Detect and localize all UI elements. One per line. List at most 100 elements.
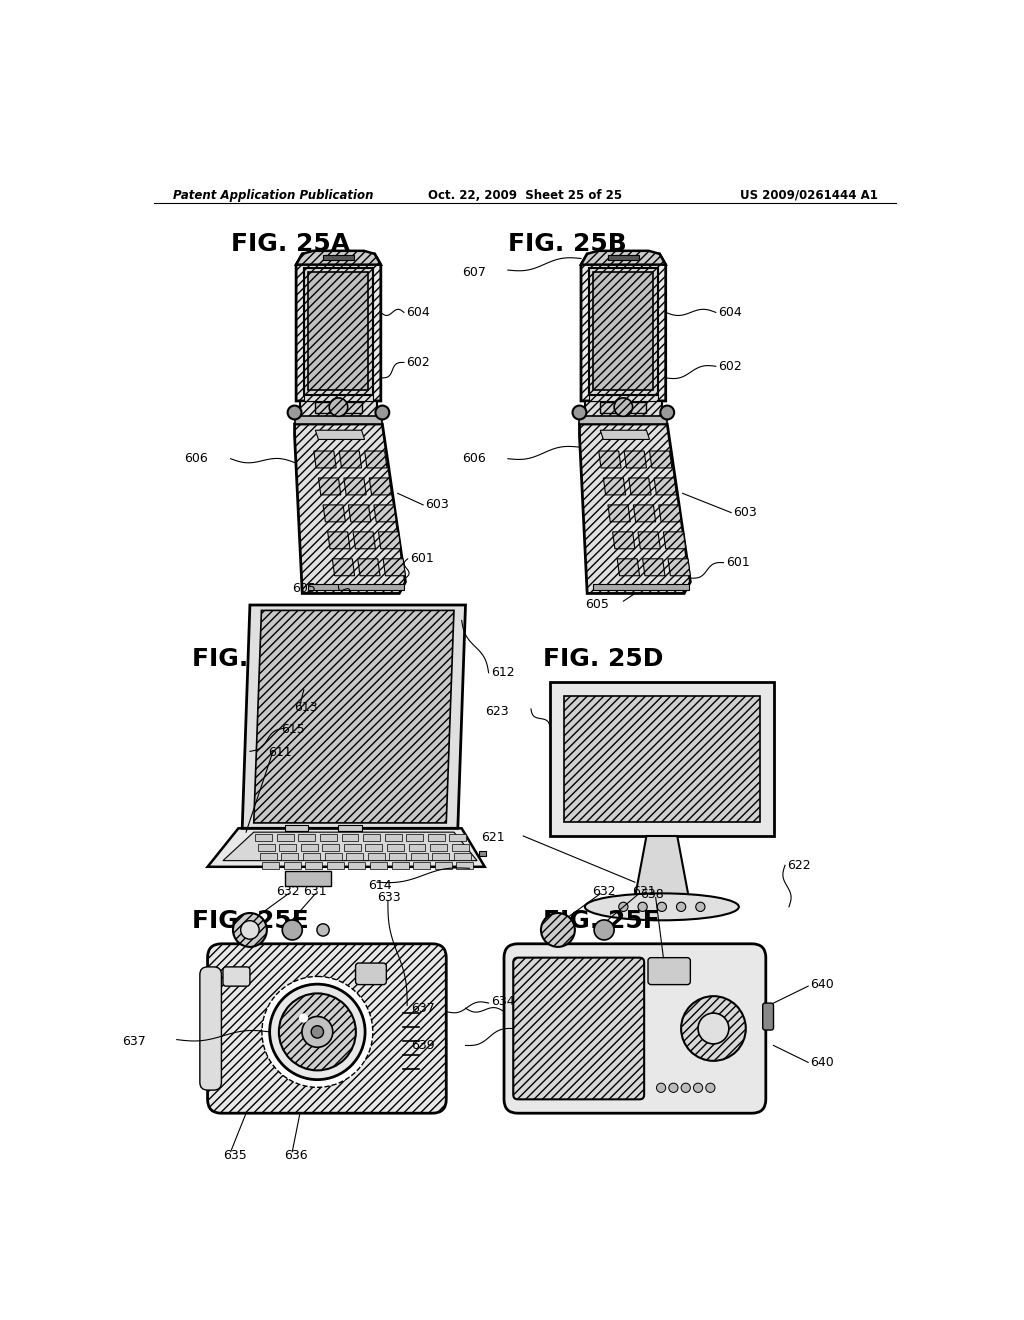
Polygon shape [430, 843, 447, 850]
Circle shape [614, 397, 633, 416]
Polygon shape [478, 851, 486, 855]
Polygon shape [593, 272, 653, 391]
Text: 637: 637 [411, 1002, 435, 1015]
Circle shape [618, 903, 628, 911]
Circle shape [288, 405, 301, 420]
Polygon shape [325, 853, 342, 859]
Polygon shape [664, 532, 686, 549]
Polygon shape [589, 395, 658, 401]
Polygon shape [285, 825, 307, 832]
Polygon shape [366, 843, 382, 850]
Text: 637: 637 [122, 1035, 146, 1048]
Polygon shape [612, 532, 635, 549]
Polygon shape [617, 558, 640, 576]
Polygon shape [339, 451, 361, 469]
FancyBboxPatch shape [513, 958, 644, 1100]
Polygon shape [328, 532, 350, 549]
Text: 639: 639 [411, 1039, 435, 1052]
Polygon shape [282, 853, 298, 859]
FancyBboxPatch shape [355, 964, 386, 985]
Polygon shape [223, 832, 477, 861]
Polygon shape [600, 403, 646, 412]
Circle shape [299, 1014, 308, 1023]
Text: 601: 601 [410, 552, 434, 565]
Text: 606: 606 [462, 453, 485, 465]
Polygon shape [383, 558, 406, 576]
Polygon shape [385, 834, 401, 841]
Text: 634: 634 [490, 995, 514, 1008]
Polygon shape [305, 862, 323, 869]
Text: 638: 638 [640, 888, 664, 902]
Circle shape [594, 920, 614, 940]
Polygon shape [260, 853, 276, 859]
Polygon shape [432, 853, 450, 859]
Circle shape [698, 1014, 729, 1044]
Polygon shape [262, 862, 280, 869]
Text: 612: 612 [490, 667, 514, 680]
Polygon shape [357, 558, 380, 576]
Circle shape [233, 913, 267, 946]
Text: 632: 632 [592, 884, 615, 898]
Polygon shape [391, 862, 409, 869]
Polygon shape [327, 862, 344, 869]
Polygon shape [339, 825, 361, 832]
Text: FIG. 25B: FIG. 25B [508, 231, 627, 256]
Polygon shape [344, 843, 360, 850]
Polygon shape [435, 862, 452, 869]
Polygon shape [643, 558, 665, 576]
Polygon shape [285, 871, 331, 886]
FancyBboxPatch shape [648, 958, 690, 985]
Text: 632: 632 [276, 884, 300, 898]
Text: 603: 603 [425, 499, 450, 511]
Circle shape [302, 1016, 333, 1047]
Polygon shape [581, 253, 666, 401]
FancyBboxPatch shape [504, 944, 766, 1113]
Polygon shape [370, 862, 387, 869]
Text: 631: 631 [633, 884, 656, 898]
Text: FIG. 25F: FIG. 25F [543, 909, 659, 933]
Text: 603: 603 [733, 506, 757, 519]
Polygon shape [454, 853, 471, 859]
Polygon shape [346, 853, 364, 859]
Circle shape [706, 1084, 715, 1093]
Polygon shape [208, 829, 484, 867]
Polygon shape [658, 506, 681, 521]
Text: 605: 605 [585, 598, 608, 611]
Polygon shape [379, 532, 400, 549]
Polygon shape [323, 506, 345, 521]
Text: 601: 601 [726, 556, 750, 569]
Circle shape [572, 405, 587, 420]
Text: 602: 602 [718, 360, 741, 372]
Circle shape [656, 1084, 666, 1093]
Text: 636: 636 [285, 1148, 308, 1162]
Polygon shape [428, 834, 444, 841]
Text: 602: 602 [407, 356, 430, 370]
Circle shape [262, 977, 373, 1088]
Text: 605: 605 [292, 582, 316, 594]
Polygon shape [323, 256, 354, 260]
Polygon shape [368, 853, 385, 859]
Polygon shape [411, 853, 428, 859]
Circle shape [316, 924, 330, 936]
Polygon shape [457, 862, 473, 869]
Polygon shape [323, 843, 339, 850]
Polygon shape [301, 843, 317, 850]
Text: 635: 635 [223, 1148, 247, 1162]
Text: 613: 613 [295, 701, 318, 714]
Polygon shape [589, 268, 658, 395]
Text: FIG. 25A: FIG. 25A [230, 231, 350, 256]
Circle shape [376, 405, 389, 420]
Text: Patent Application Publication: Patent Application Publication [173, 189, 374, 202]
Polygon shape [280, 843, 296, 850]
Text: 607: 607 [462, 265, 485, 279]
Polygon shape [318, 478, 341, 495]
FancyBboxPatch shape [223, 966, 250, 986]
Circle shape [279, 994, 356, 1071]
Polygon shape [629, 478, 651, 495]
Text: FIG. 25E: FIG. 25E [193, 909, 309, 933]
Text: FIG. 25C: FIG. 25C [193, 647, 310, 672]
Polygon shape [348, 506, 371, 521]
Polygon shape [284, 862, 301, 869]
Polygon shape [593, 585, 689, 590]
Circle shape [693, 1084, 702, 1093]
